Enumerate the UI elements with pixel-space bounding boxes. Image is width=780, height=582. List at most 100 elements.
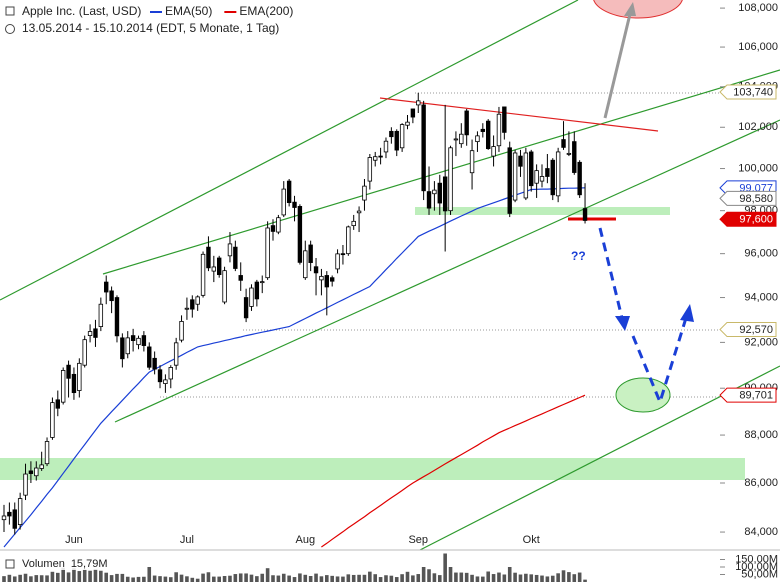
candle-body [173, 342, 179, 366]
volume-bar [174, 572, 178, 582]
volume-bar [12, 576, 17, 582]
y-tick-label: 96,000 [744, 248, 778, 260]
volume-bar [486, 571, 490, 582]
toggle-icon [5, 6, 15, 16]
arrow-head [680, 304, 694, 322]
candle-body [50, 402, 55, 438]
volume-bar [23, 573, 28, 582]
candle-body [190, 299, 195, 310]
candle-body [394, 130, 399, 151]
volume-tick-label: 50,00M [741, 568, 778, 580]
target-ellipse [615, 377, 671, 413]
candle-body [367, 157, 373, 182]
volume-bar [104, 572, 109, 582]
candle-body [243, 297, 249, 319]
candle-body [459, 133, 464, 145]
volume-bar [378, 577, 383, 582]
candle-body [265, 227, 270, 279]
candle-body [421, 104, 426, 192]
candle-body [432, 189, 437, 195]
y-tick-label: 108,000 [738, 2, 778, 14]
candle-body [147, 346, 152, 368]
volume-bar [384, 575, 388, 582]
volume-bar [34, 575, 39, 582]
volume-bar [319, 576, 324, 582]
candle-body [179, 321, 184, 341]
candle-body [523, 152, 529, 199]
candle-body [346, 226, 351, 255]
candle-body [319, 275, 324, 281]
price-label-box [719, 387, 777, 403]
candle-body [130, 335, 136, 341]
volume-header-bg [0, 556, 125, 570]
candle-body [28, 470, 34, 474]
volume-label: Volumen [22, 558, 65, 570]
candle-body [442, 176, 448, 212]
volume-bar [50, 571, 55, 582]
legend-label: EMA(50) [165, 4, 212, 18]
candle-body [200, 253, 206, 296]
volume-bar [292, 577, 297, 582]
candle-body [303, 250, 308, 279]
arrow-head [615, 316, 630, 331]
candle-body [491, 146, 496, 157]
candle-body [545, 168, 550, 177]
candle-body [378, 155, 383, 158]
candle-body [437, 182, 442, 204]
candle-body [308, 244, 313, 263]
price-label: 89,701 [739, 390, 773, 402]
candle-body [39, 464, 44, 469]
volume-bar [136, 576, 141, 582]
candle-body [297, 206, 303, 263]
arrow [598, 227, 624, 319]
volume-bar [168, 577, 173, 582]
volume-bar [93, 568, 98, 582]
volume-bar [152, 575, 157, 582]
volume-bar [341, 576, 345, 582]
volume-bar [212, 576, 216, 582]
candle-body [216, 257, 222, 276]
candle-body [7, 511, 12, 517]
clock-icon [5, 24, 15, 34]
volume-bar [448, 567, 453, 582]
candle-body [313, 266, 319, 274]
volume-bar [443, 553, 447, 582]
volume-tick-label: 100,00M [735, 561, 778, 573]
volume-bar [56, 572, 60, 582]
arrow [631, 317, 688, 407]
candle-body [227, 243, 233, 257]
volume-bar [99, 570, 103, 582]
candle-body [416, 100, 421, 106]
volume-bar [330, 575, 334, 582]
volume-bar [271, 575, 275, 582]
candle-body [168, 367, 173, 380]
volume-bar [233, 574, 238, 582]
arrow-head [624, 2, 636, 16]
candle-body [405, 121, 410, 126]
volume-bar [303, 574, 308, 582]
volume-bar [459, 572, 464, 582]
candle-body [448, 147, 453, 212]
chart-subtitle: 13.05.2014 - 15.10.2014 (EDT, 5 Monate, … [22, 21, 279, 35]
y-tick-label: 84,000 [744, 526, 778, 538]
volume-bar [206, 572, 211, 582]
trend-line [102, 69, 780, 275]
volume-bar [88, 570, 92, 582]
candle-body [292, 201, 297, 208]
candle-body [195, 296, 200, 305]
volume-bar [335, 576, 340, 582]
volume-bar [115, 573, 119, 582]
candle-body [152, 357, 157, 370]
candle-body [12, 509, 17, 529]
candle-body [55, 399, 60, 409]
candle-body [233, 246, 238, 269]
volume-bar [561, 570, 566, 582]
candle-body [555, 151, 561, 197]
volume-bar [567, 572, 571, 582]
candle-body [23, 473, 28, 496]
volume-bar [142, 576, 146, 582]
price-label-box [719, 322, 777, 338]
candle-body [125, 337, 130, 355]
volume-bar [405, 571, 410, 582]
target-ellipse [593, 0, 683, 19]
